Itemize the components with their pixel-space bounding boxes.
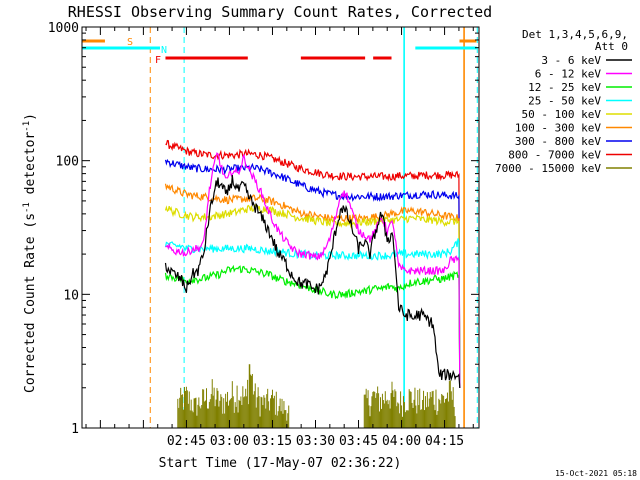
y-axis-label-end: ) — [23, 113, 38, 121]
timestamp: 15-Oct-2021 05:18 — [555, 469, 637, 478]
flag-label: N — [161, 45, 167, 56]
legend-entry-label: 50 - 100 keV — [522, 108, 602, 121]
x-tick-label: 04:15 — [425, 434, 464, 449]
y-axis-label-mid: detector — [23, 132, 38, 203]
series-line-6-12-kev — [165, 152, 461, 389]
y-axis-label-sup1: -1 — [22, 202, 32, 213]
series-line-25-50-kev — [164, 238, 461, 389]
x-tick-label: 03:30 — [296, 434, 335, 449]
legend-header: Det 1,3,4,5,6,9, — [522, 28, 628, 41]
legend-entry-label: 7000 - 15000 keV — [495, 162, 601, 175]
flag-label: S — [127, 37, 133, 48]
y-axis-label-sup2: -1 — [22, 121, 32, 132]
legend-entry-label: 100 - 300 keV — [515, 122, 601, 135]
plot-content: S NF — [82, 27, 478, 428]
series-line-3-6-kev — [164, 175, 461, 389]
legend-entry-label: 25 - 50 keV — [528, 95, 601, 108]
axes: 1 10 100 1000 02:45 03:00 03:15 03:30 03:45 04:00… — [48, 21, 479, 449]
y-tick-label: 10 — [63, 288, 79, 303]
series-line-50-100-kev — [164, 203, 461, 389]
legend-entry-label: 6 - 12 keV — [535, 68, 602, 81]
series-line-100-300-kev — [164, 183, 461, 389]
legend-entry-label: 3 - 6 keV — [541, 54, 601, 67]
legend-entry-label: 300 - 800 keV — [515, 135, 601, 148]
legend-entry-label: 12 - 25 keV — [528, 81, 601, 94]
x-tick-label: 03:00 — [210, 434, 249, 449]
x-tick-label: 03:45 — [339, 434, 378, 449]
y-tick-label: 1000 — [48, 21, 79, 36]
legend-entry-label: 800 - 7000 keV — [508, 149, 601, 162]
legend-header: Att 0 — [595, 40, 628, 53]
x-tick-label: 03:15 — [253, 434, 292, 449]
y-axis-label-main: Corrected Count Rate (s — [23, 213, 38, 393]
y-tick-label: 1 — [71, 422, 79, 437]
flag-label: F — [155, 55, 161, 66]
series-line-800-7000-kev — [165, 139, 461, 389]
plot-frame — [81, 26, 480, 429]
y-axis-label: Corrected Count Rate (s-1 detector-1) — [22, 113, 38, 393]
series-line-12-25-kev — [164, 264, 461, 389]
x-tick-label: 04:00 — [382, 434, 421, 449]
x-axis-label: Start Time (17-May-07 02:36:22) — [159, 456, 402, 471]
y-tick-label: 100 — [56, 155, 79, 170]
x-tick-label: 02:45 — [167, 434, 206, 449]
series-line-300-800-kev — [164, 158, 461, 389]
chart-title: RHESSI Observing Summary Count Rates, Co… — [68, 3, 492, 21]
